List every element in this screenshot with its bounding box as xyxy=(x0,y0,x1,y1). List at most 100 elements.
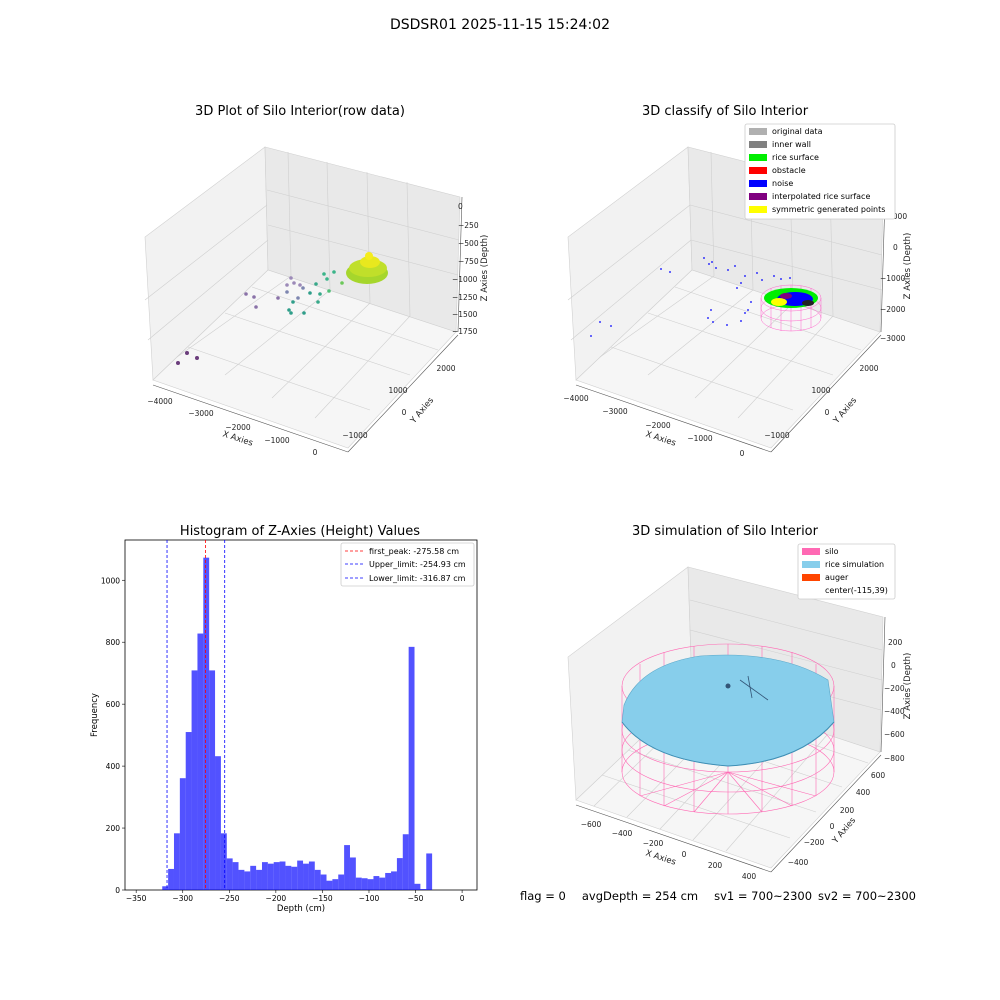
histogram-bar xyxy=(244,871,251,890)
histogram-x-ticks: −350 −300 −250 −200 −150 −100 −50 0 xyxy=(126,890,465,903)
legend-swatch xyxy=(749,154,767,161)
classify-point-cloud xyxy=(590,257,822,337)
histogram-bar xyxy=(273,862,280,890)
histogram-bar xyxy=(367,879,374,890)
legend-swatch xyxy=(749,141,767,148)
histogram-y-ticks: 0 200 400 600 800 1000 xyxy=(101,576,125,895)
classify-x-tick: −4000 xyxy=(563,394,589,403)
classify-x-tick: −2000 xyxy=(645,421,671,430)
simulation-z-tick: 200 xyxy=(888,638,903,647)
legend-label: center(-115,39) xyxy=(825,586,888,595)
legend-label: obstacle xyxy=(772,166,806,175)
simulation-y-tick: −400 xyxy=(788,858,809,867)
x-tick-label: −100 xyxy=(359,894,380,903)
raw-z-tick: −750 xyxy=(458,257,479,266)
histogram-y-label: Frequency xyxy=(90,693,100,737)
x-tick-label: −250 xyxy=(219,894,240,903)
raw-x-tick: −2000 xyxy=(225,423,251,432)
raw-y-tick: 2000 xyxy=(436,364,455,373)
simulation-z-tick: −800 xyxy=(884,754,905,763)
histogram-bar xyxy=(291,866,298,890)
legend-swatch xyxy=(749,193,767,200)
classify-y-tick: 2000 xyxy=(859,364,878,373)
raw-x-label: X Axies xyxy=(221,429,254,448)
y-tick-label: 600 xyxy=(106,700,121,709)
legend-swatch xyxy=(802,561,820,568)
histogram-bar xyxy=(332,879,339,890)
raw-z-label: Z Axies (Depth) xyxy=(480,235,490,302)
legend-label: noise xyxy=(772,179,793,188)
classify-y-label: Y Axies xyxy=(831,395,859,426)
histogram-bar xyxy=(385,872,392,890)
classify-x-tick: −1000 xyxy=(687,434,713,443)
simulation-x-tick: 0 xyxy=(682,850,687,859)
x-tick-label: 0 xyxy=(460,894,465,903)
histogram-bar xyxy=(414,883,421,890)
classify-plot-title: 3D classify of Silo Interior xyxy=(641,104,809,119)
classify-z-tick: −2000 xyxy=(880,305,906,314)
histogram-bar xyxy=(344,845,350,890)
histogram-bar xyxy=(185,732,192,890)
legend-label: auger xyxy=(825,573,849,582)
simulation-x-label: X Axies xyxy=(644,848,677,867)
histogram-bar xyxy=(238,869,245,890)
histogram-bar xyxy=(408,646,415,890)
raw-z-tick: −1750 xyxy=(452,327,478,336)
histogram-bar xyxy=(261,862,268,890)
histogram-bar xyxy=(349,857,356,890)
raw-y-tick: 0 xyxy=(402,408,407,417)
histogram-bar xyxy=(338,874,345,890)
histogram-bar xyxy=(285,865,292,890)
histogram-bar xyxy=(297,860,304,890)
classify-x-label: X Axies xyxy=(644,429,677,448)
histogram-bar xyxy=(391,871,397,890)
histogram-bar xyxy=(215,756,221,890)
legend-label: symmetric generated points xyxy=(772,205,885,214)
histogram-bar xyxy=(379,877,386,890)
simulation-x-tick: 400 xyxy=(742,872,757,881)
simulation-plot-title: 3D simulation of Silo Interior xyxy=(632,524,818,539)
y-tick-label: 0 xyxy=(115,886,120,895)
histogram-bar xyxy=(168,868,174,890)
histogram-bar xyxy=(396,858,403,890)
simulation-y-tick: 200 xyxy=(840,806,855,815)
raw-z-tick: 0 xyxy=(458,202,463,211)
simulation-x-tick: −600 xyxy=(581,820,602,829)
raw-z-tick: −1000 xyxy=(452,275,478,284)
simulation-y-tick: 0 xyxy=(830,822,835,831)
legend-label: interpolated rice surface xyxy=(772,192,870,201)
classify-legend: original data inner wall rice surface ob… xyxy=(744,123,896,220)
classify-z-tick: 0 xyxy=(893,243,898,252)
classify-y-tick: 1000 xyxy=(811,386,830,395)
legend-swatch xyxy=(749,167,767,174)
histogram-bar xyxy=(314,869,321,890)
raw-z-tick: −500 xyxy=(458,239,479,248)
classify-z-label: Z Axies (Depth) xyxy=(903,233,913,300)
simulation-y-tick: 400 xyxy=(856,788,871,797)
x-tick-label: −300 xyxy=(172,894,193,903)
histogram-bar xyxy=(197,633,204,890)
legend-swatch xyxy=(749,180,767,187)
legend-label: Upper_limit: -254.93 cm xyxy=(369,560,466,569)
histogram-bar xyxy=(209,670,216,890)
classify-z-tick: −1000 xyxy=(880,274,906,283)
legend-label: rice simulation xyxy=(825,560,884,569)
y-tick-label: 400 xyxy=(106,762,121,771)
sv2-value: sv2 = 700~2300 xyxy=(818,889,916,903)
histogram-x-label: Depth (cm) xyxy=(277,904,325,914)
histogram-bar xyxy=(373,876,380,890)
raw-z-tick: −1250 xyxy=(452,293,478,302)
raw-plot-title: 3D Plot of Silo Interior(row data) xyxy=(195,104,405,119)
histogram-bar xyxy=(355,877,362,890)
raw-x-tick: −1000 xyxy=(264,436,290,445)
histogram-legend: first_peak: -275.58 cm Upper_limit: -254… xyxy=(340,542,475,587)
histogram-plot: −350 −300 −250 −200 −150 −100 −50 0 0 200 400 600 8… xyxy=(90,539,478,914)
avg-depth-value: avgDepth = 254 cm xyxy=(581,889,699,903)
x-tick-label: −150 xyxy=(312,894,333,903)
legend-label: Lower_limit: -316.87 cm xyxy=(369,574,466,583)
simulation-y-tick: −200 xyxy=(804,838,825,847)
histogram-bar xyxy=(426,853,433,890)
simulation-z-tick: −200 xyxy=(884,684,905,693)
classify-x-tick: 0 xyxy=(740,449,745,458)
classify-x-tick: −3000 xyxy=(602,407,628,416)
